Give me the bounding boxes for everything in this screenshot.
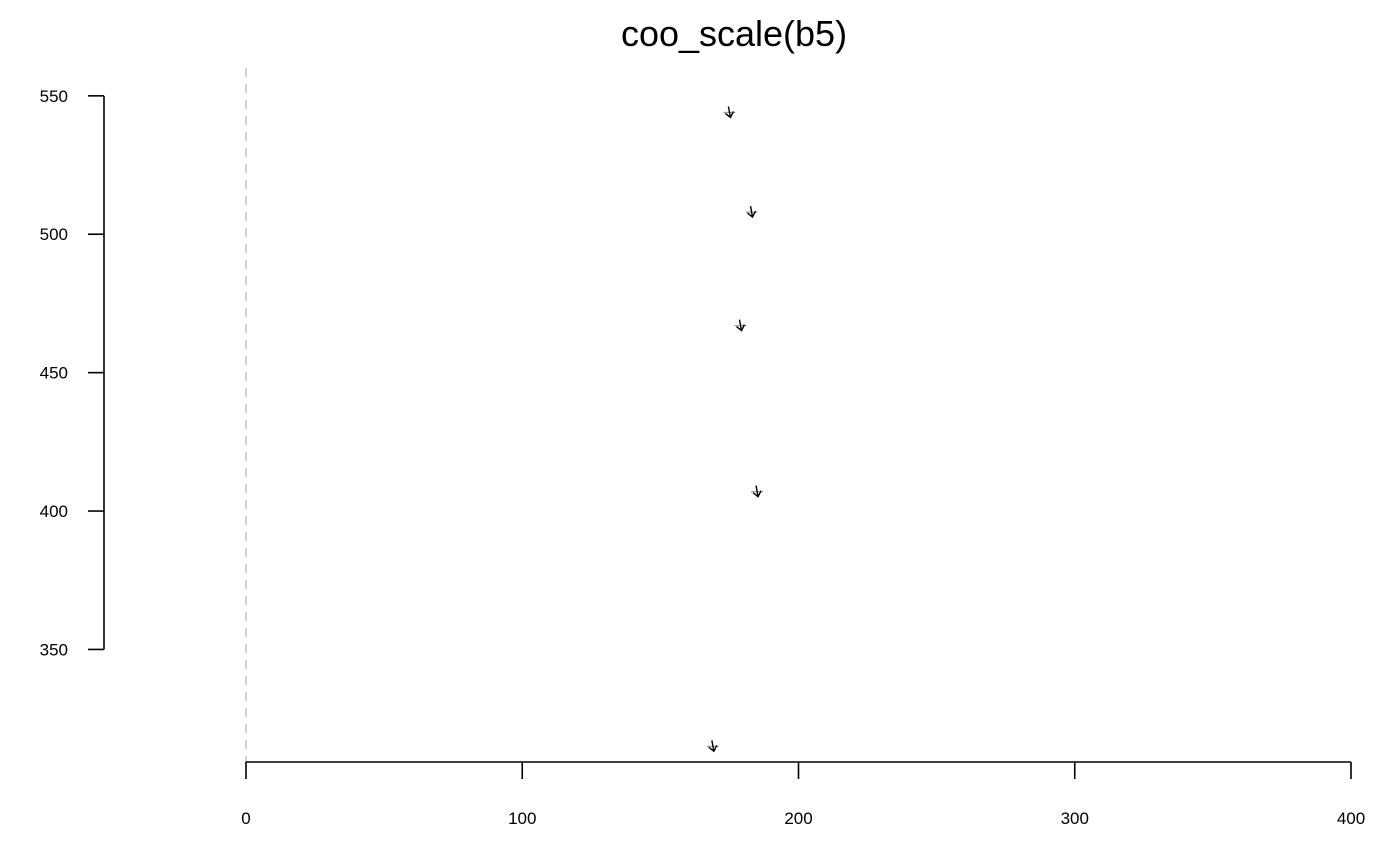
data-point xyxy=(751,485,764,498)
data-point xyxy=(723,106,736,119)
y-tick-label: 400 xyxy=(40,502,68,521)
x-tick-label: 200 xyxy=(784,809,812,828)
data-points xyxy=(706,106,764,753)
x-tick-label: 300 xyxy=(1061,809,1089,828)
data-point xyxy=(734,319,747,332)
y-tick-label: 350 xyxy=(40,640,68,659)
x-tick-label: 0 xyxy=(241,809,250,828)
chart-title: coo_scale(b5) xyxy=(621,13,847,54)
y-axis: 350 400 450 500 550 xyxy=(40,87,105,659)
y-tick-label: 550 xyxy=(40,87,68,106)
x-axis: 0 100 200 300 400 xyxy=(241,761,1365,828)
y-tick-label: 450 xyxy=(40,364,68,383)
data-point xyxy=(706,740,719,753)
y-tick-label: 500 xyxy=(40,225,68,244)
data-point xyxy=(745,205,758,219)
x-tick-label: 100 xyxy=(508,809,536,828)
x-tick-label: 400 xyxy=(1337,809,1365,828)
